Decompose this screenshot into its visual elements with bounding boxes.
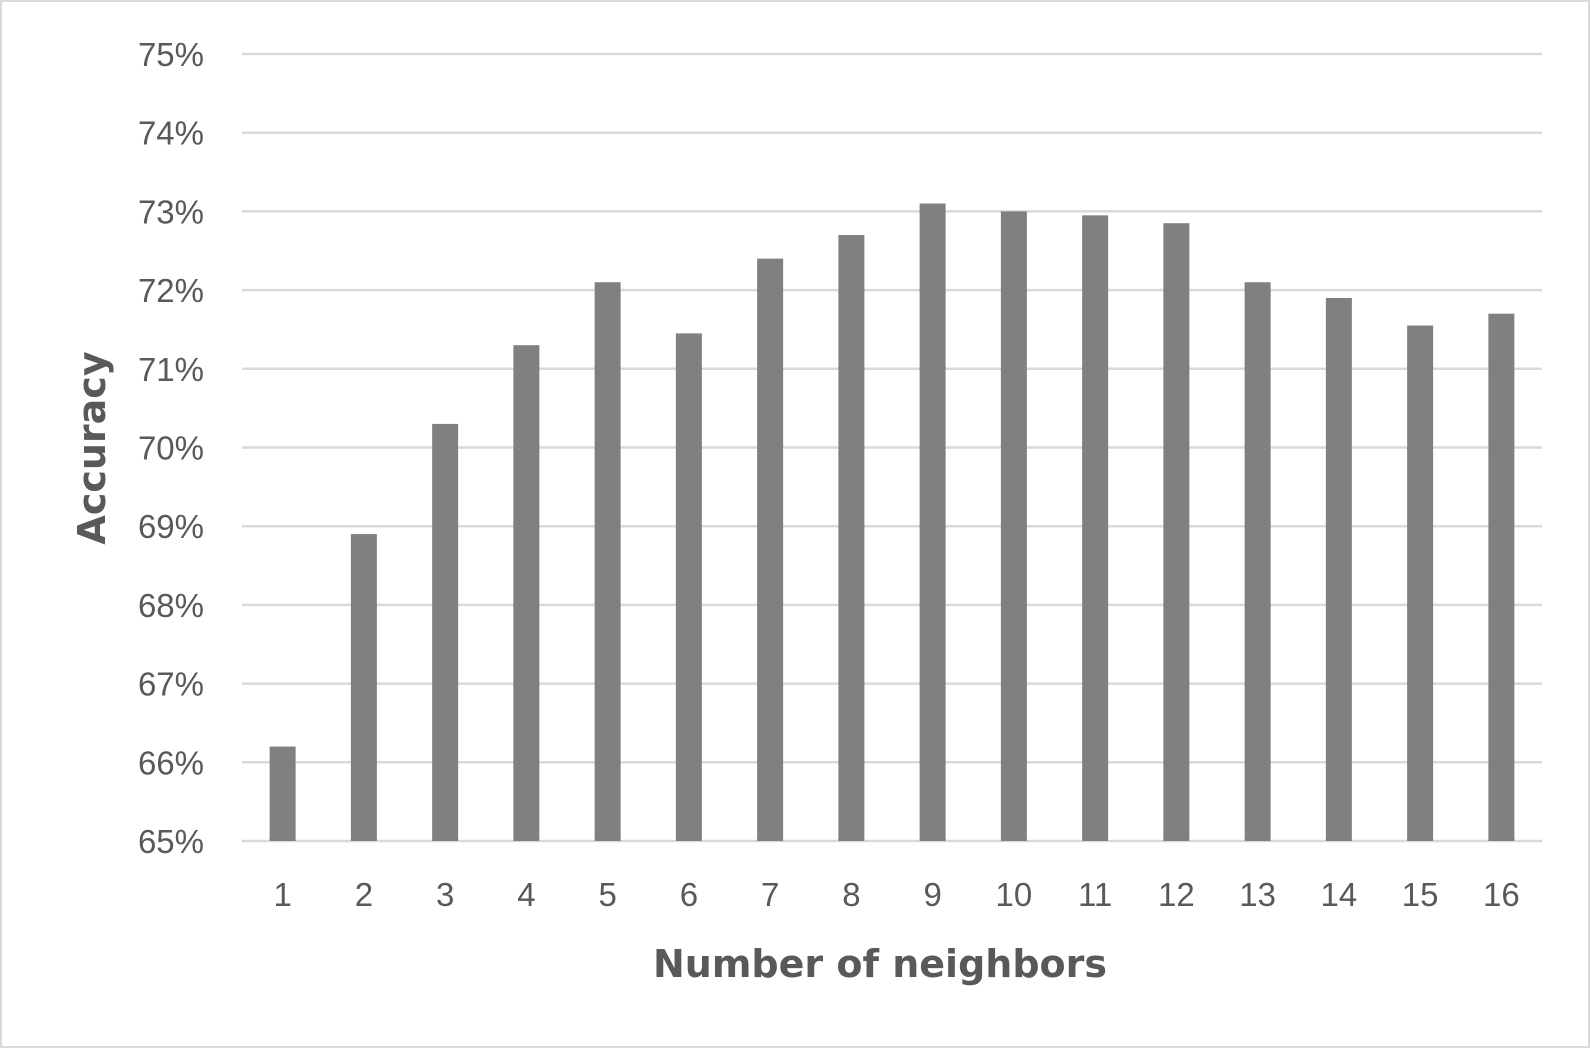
y-tick-label: 70% [138,430,204,467]
y-tick-label: 74% [138,115,204,152]
x-tick-label: 15 [1402,876,1439,913]
y-tick-label: 66% [138,744,204,781]
x-tick-label: 11 [1078,876,1112,913]
gridlines [242,52,1542,843]
bar [1000,211,1027,841]
bar [350,534,377,841]
x-tick-label: 3 [436,876,454,913]
y-tick-label: 68% [138,587,204,624]
x-tick-label: 8 [842,876,860,913]
bar [269,746,296,841]
bar [1488,313,1515,842]
x-tick-label: 9 [923,876,941,913]
x-tick-label: 7 [761,876,779,913]
y-tick-label: 73% [138,193,204,230]
x-tick-label: 2 [355,876,373,913]
x-tick-label: 10 [996,876,1033,913]
y-tick-label: 65% [138,823,204,860]
y-tick-label: 69% [138,508,204,545]
y-tick-label: 71% [138,351,204,388]
y-axis-title: Accuracy [70,351,114,544]
x-tick-label: 6 [680,876,698,913]
bar [919,203,946,841]
x-tick-label: 4 [517,876,535,913]
bar [838,235,865,841]
x-axis-title: Number of neighbors [653,942,1107,986]
bar [757,258,784,841]
x-tick-label: 16 [1483,876,1520,913]
y-tick-label: 67% [138,666,204,703]
bar [594,282,621,842]
x-tick-label: 13 [1239,876,1276,913]
bar [1082,215,1109,841]
bar [513,345,540,841]
bars [269,203,1515,842]
x-tick-label: 5 [598,876,616,913]
bar [1407,325,1434,841]
y-tick-label: 75% [138,36,204,73]
y-tick-label: 72% [138,272,204,309]
x-tick-label: 14 [1321,876,1358,913]
x-axis-ticks: 1 2 3 4 5 6 7 8 9 10 11 12 13 14 15 16 [273,876,1519,913]
x-tick-label: 1 [273,876,291,913]
bar [675,333,702,841]
bar [1163,223,1190,841]
bar [432,423,459,841]
x-tick-label: 12 [1158,876,1195,913]
bar [1325,297,1352,842]
bar [1244,282,1271,842]
y-axis-ticks: 65% 66% 67% 68% 69% 70% 71% 72% 73% 74% 75% [138,36,204,860]
